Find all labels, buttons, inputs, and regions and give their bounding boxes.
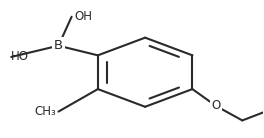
Text: B: B: [54, 39, 63, 52]
Text: HO: HO: [11, 51, 29, 63]
Text: CH₃: CH₃: [34, 105, 56, 118]
Text: OH: OH: [74, 10, 92, 23]
Text: O: O: [211, 99, 221, 112]
